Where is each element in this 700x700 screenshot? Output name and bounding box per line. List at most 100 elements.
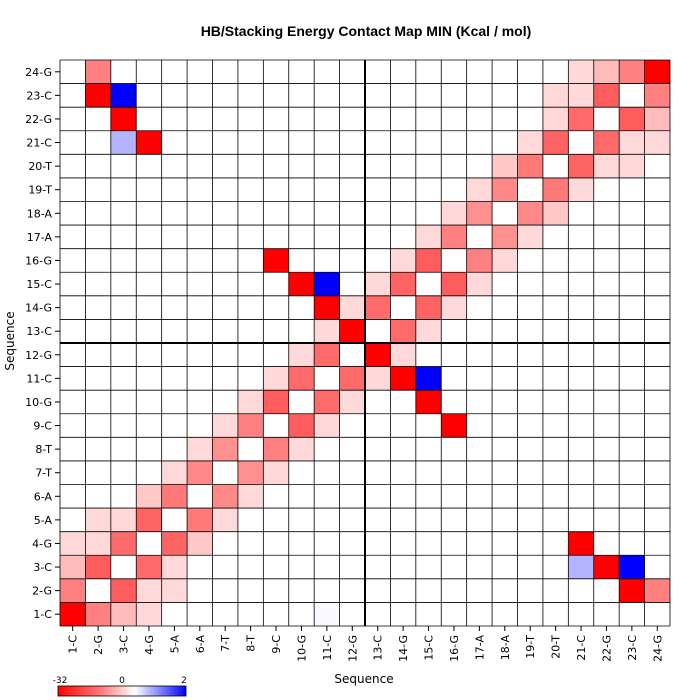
- heatmap-cell: [619, 295, 645, 320]
- heatmap-cell: [110, 437, 137, 461]
- heatmap-cell: [314, 177, 340, 202]
- y-tick-label: 8-T: [35, 443, 52, 456]
- heatmap-cell: [288, 225, 315, 249]
- heatmap-cell: [212, 319, 238, 343]
- heatmap-cell: [466, 201, 493, 226]
- x-tick-label: 2-G: [92, 635, 105, 655]
- heatmap-cell: [237, 201, 264, 226]
- heatmap-cell: [136, 343, 162, 367]
- heatmap-cell: [339, 295, 365, 320]
- heatmap-cell: [492, 531, 518, 556]
- heatmap-cell: [314, 60, 340, 84]
- heatmap-cell: [314, 319, 340, 343]
- heatmap-cell: [441, 201, 467, 226]
- heatmap-cell: [314, 602, 340, 626]
- heatmap-cell: [466, 578, 493, 603]
- heatmap-cell: [568, 366, 594, 391]
- heatmap-cell: [644, 177, 670, 202]
- heatmap-cell: [161, 578, 188, 603]
- colorbar-mid-label: 0: [119, 676, 125, 686]
- heatmap-cell: [136, 295, 162, 320]
- x-tick-label: 6-A: [194, 635, 207, 654]
- heatmap-cell: [187, 107, 213, 131]
- heatmap-cell: [339, 201, 365, 226]
- heatmap-cell: [365, 225, 391, 249]
- heatmap-cell: [339, 508, 365, 532]
- heatmap-cell: [263, 154, 289, 178]
- colorbar-max-label: 2: [181, 676, 187, 686]
- heatmap-cell: [161, 366, 188, 391]
- heatmap-cell: [517, 390, 543, 414]
- x-tick-label: 16-G: [448, 635, 461, 662]
- heatmap-cell: [212, 201, 238, 226]
- heatmap-cell: [85, 413, 111, 438]
- heatmap-cell: [644, 295, 670, 320]
- heatmap-cell: [288, 437, 315, 461]
- heatmap-cell: [110, 130, 137, 155]
- x-tick-label: 19-T: [524, 635, 537, 659]
- heatmap-cell: [60, 272, 86, 296]
- heatmap-cell: [136, 107, 162, 131]
- heatmap-cell: [339, 225, 365, 249]
- heatmap-cell: [263, 531, 289, 556]
- heatmap-cell: [314, 201, 340, 226]
- colorbar: -32 0 2: [53, 676, 187, 697]
- heatmap-cell: [110, 484, 137, 509]
- heatmap-cell: [263, 60, 289, 84]
- heatmap-cell: [60, 319, 86, 343]
- heatmap-cell: [339, 107, 365, 131]
- heatmap-cell: [161, 130, 188, 155]
- x-tick-label: 15-C: [423, 635, 436, 661]
- heatmap-cell: [237, 366, 264, 391]
- heatmap-cell: [60, 437, 86, 461]
- heatmap-cells: [60, 60, 670, 626]
- heatmap-cell: [136, 437, 162, 461]
- heatmap-cell: [237, 225, 264, 249]
- heatmap-cell: [568, 413, 594, 438]
- heatmap-cell: [161, 177, 188, 202]
- heatmap-cell: [517, 413, 543, 438]
- heatmap-cell: [390, 390, 416, 414]
- heatmap-cell: [415, 177, 442, 202]
- heatmap-cell: [136, 60, 162, 84]
- heatmap-cell: [339, 578, 365, 603]
- heatmap-cell: [365, 107, 391, 131]
- heatmap-cell: [415, 272, 442, 296]
- heatmap-cell: [542, 130, 569, 155]
- heatmap-cell: [187, 319, 213, 343]
- heatmap-cell: [644, 225, 670, 249]
- heatmap-cell: [110, 295, 137, 320]
- heatmap-cell: [619, 272, 645, 296]
- heatmap-cell: [619, 107, 645, 131]
- heatmap-cell: [644, 272, 670, 296]
- heatmap-cell: [85, 130, 111, 155]
- heatmap-cell: [466, 83, 493, 108]
- heatmap-cell: [314, 413, 340, 438]
- heatmap-cell: [619, 225, 645, 249]
- x-tick-label: 23-C: [626, 635, 639, 661]
- heatmap-cell: [365, 154, 391, 178]
- heatmap-cell: [161, 508, 188, 532]
- heatmap-cell: [542, 437, 569, 461]
- heatmap-cell: [85, 83, 111, 108]
- heatmap-cell: [568, 154, 594, 178]
- heatmap-cell: [314, 83, 340, 108]
- heatmap-cell: [212, 437, 238, 461]
- heatmap-cell: [644, 460, 670, 485]
- heatmap-cell: [212, 555, 238, 579]
- heatmap-cell: [314, 343, 340, 367]
- heatmap-cell: [492, 484, 518, 509]
- heatmap-cell: [568, 130, 594, 155]
- heatmap-cell: [263, 295, 289, 320]
- heatmap-cell: [212, 295, 238, 320]
- heatmap-cell: [60, 390, 86, 414]
- heatmap-cell: [314, 390, 340, 414]
- heatmap-cell: [339, 531, 365, 556]
- heatmap-cell: [136, 460, 162, 485]
- heatmap-cell: [644, 107, 670, 131]
- heatmap-cell: [390, 154, 416, 178]
- heatmap-cell: [263, 130, 289, 155]
- heatmap-cell: [517, 177, 543, 202]
- heatmap-cell: [441, 531, 467, 556]
